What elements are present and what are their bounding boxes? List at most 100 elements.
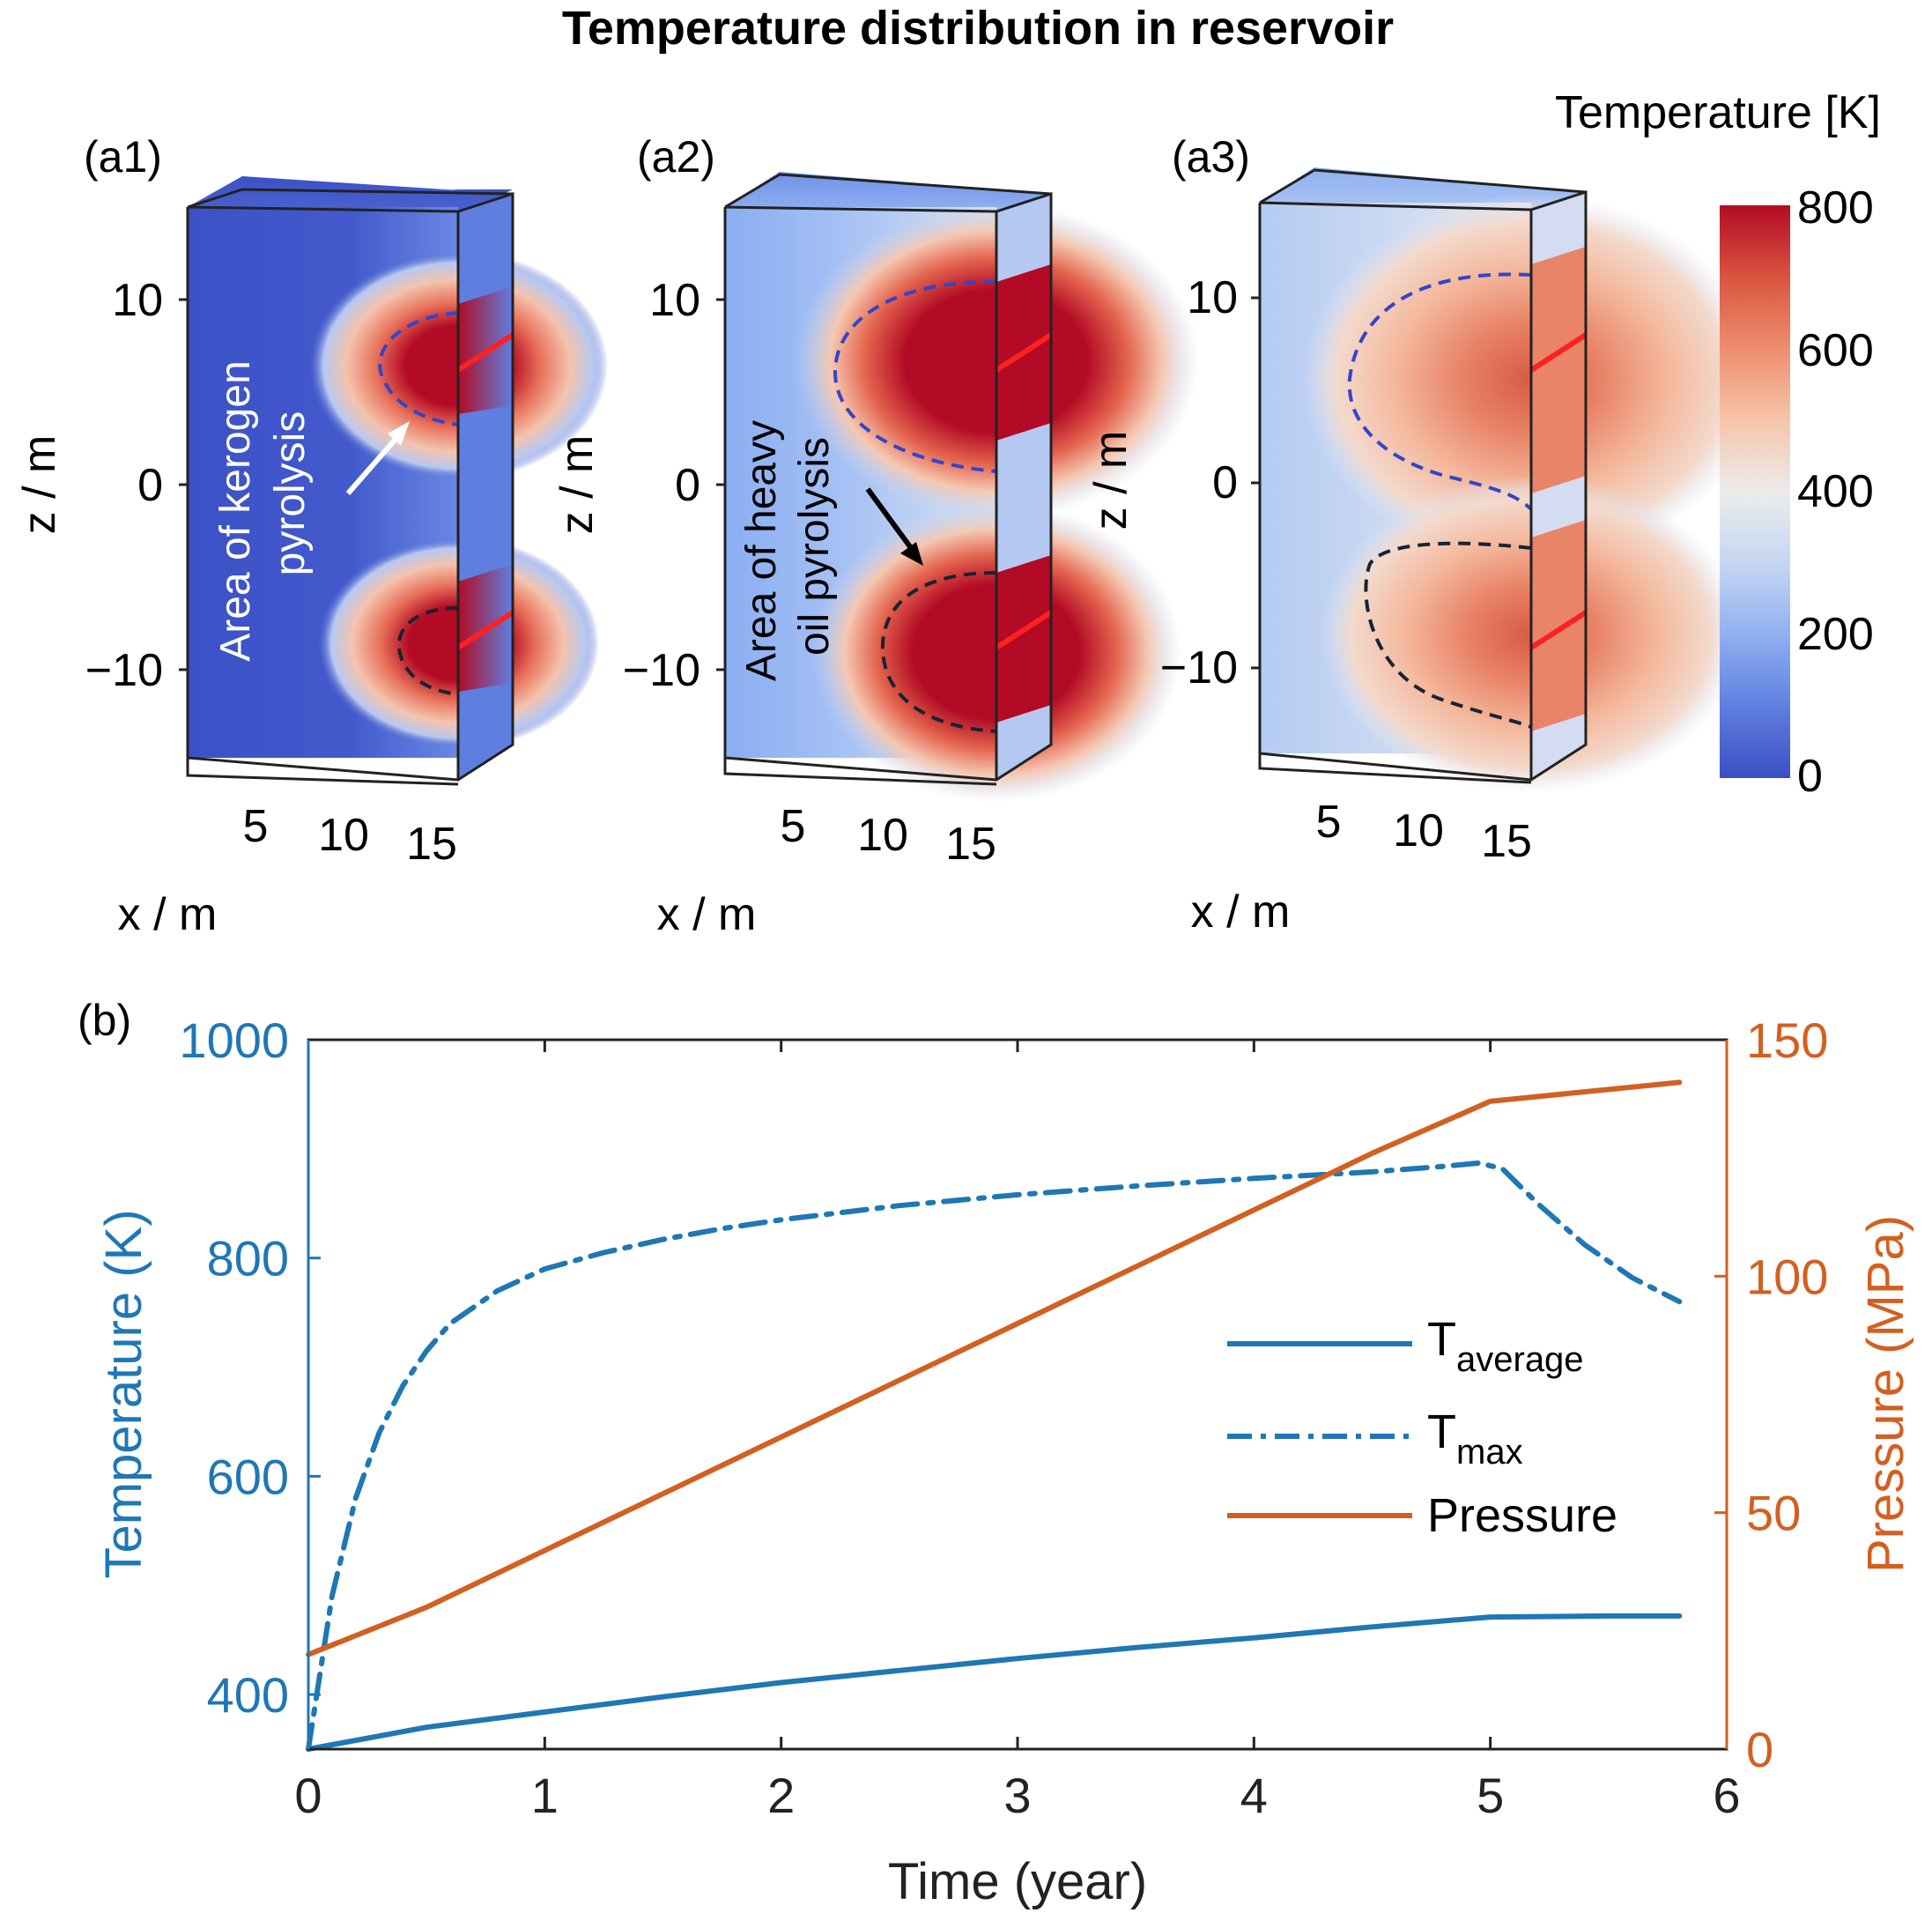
heater-well-upper: [1529, 332, 1588, 373]
colorbar-tick-label: 400: [1797, 466, 1874, 517]
left-tick-label: 600: [207, 1449, 289, 1504]
box-edges: [724, 173, 1052, 209]
heater-well-lower: [995, 610, 1053, 650]
x-tick-label: 5: [1316, 797, 1342, 848]
arrow-icon: [900, 542, 923, 566]
heater-well-lower: [456, 610, 514, 650]
x-tick-label: 0: [294, 1768, 322, 1823]
x-tick-label: 10: [857, 810, 908, 861]
chart-series-layer: [306, 1079, 1683, 1752]
right-axis-label: Pressure (MPa): [1857, 1215, 1914, 1573]
series-line-pressure: [306, 1079, 1683, 1657]
z-tick-label: −10: [1160, 642, 1238, 693]
z-tick-label: 10: [649, 275, 700, 326]
left-tick-label: 1000: [179, 1012, 289, 1068]
z-axis-label: z / m: [1085, 431, 1136, 530]
contour-upper: [1347, 272, 1533, 511]
legend-main: T: [1427, 1405, 1456, 1458]
z-tick-label: 10: [112, 275, 163, 326]
panel-a3: (a3) 10 0 −10 5 10 15 z / m x / m: [1085, 132, 1760, 938]
contour-lower: [396, 606, 459, 696]
box-edges: [1259, 168, 1587, 204]
heater-well-lower: [1529, 610, 1588, 650]
x-tick-label: 15: [945, 819, 996, 870]
box-top-face: [725, 172, 1051, 211]
x-tick-label: 6: [1713, 1768, 1740, 1823]
legend-label-t-max: Tmax: [1427, 1405, 1523, 1472]
colorbar-title: Temperature [K]: [1555, 87, 1881, 138]
x-tick-label: 3: [1003, 1768, 1031, 1823]
heater-well-upper: [456, 332, 514, 373]
panel-label-a2: (a2): [637, 132, 715, 182]
colorbar-tick-label: 0: [1797, 751, 1823, 802]
z-axis-label: z / m: [551, 435, 603, 535]
chart-gridlayer: 0 1 2 3 4 5 6 400 600 800 1000 0 50 100 150: [179, 1012, 1828, 1823]
arrow-icon: [345, 428, 406, 495]
arrow-icon: [388, 421, 410, 446]
left-tick-label: 400: [207, 1667, 289, 1723]
series-line-t-average: [306, 1613, 1683, 1752]
z-tick-label: −10: [623, 645, 700, 696]
box-edges: [723, 758, 997, 786]
arrow-icon: [865, 487, 919, 557]
contour-upper: [833, 279, 997, 473]
plot-frame: [307, 1038, 1728, 1751]
contour-upper: [378, 311, 459, 426]
right-tick-label: 0: [1746, 1722, 1773, 1777]
side-heat-lower: [1531, 520, 1586, 731]
annotation-line1: Area of heavy: [738, 420, 785, 681]
legend-label-t-average: Taverage: [1427, 1313, 1584, 1379]
z-axis-label: z / m: [14, 435, 65, 535]
x-tick-label: 2: [767, 1768, 795, 1823]
right-tick-label: 50: [1746, 1486, 1801, 1541]
legend-main: T: [1427, 1313, 1456, 1366]
panel-a2: (a2) 10 0 −10 5 10 15 z / m x / m Area o…: [551, 132, 1199, 940]
x-tick-label: 15: [406, 819, 457, 870]
box-edges: [1258, 753, 1532, 784]
figure-title: Temperature distribution in reservoir: [562, 2, 1394, 55]
colorbar-gradient-bar: [1720, 205, 1790, 778]
series-line-t-max: [306, 1160, 1683, 1752]
legend: Taverage Tmax Pressure: [1227, 1313, 1617, 1542]
legend-sub: max: [1456, 1433, 1523, 1472]
panel-b: (b) 0 1 2 3 4 5 6 400 600 800 1000 0 50 100 150 Time (…: [78, 996, 1914, 1910]
colorbar: Temperature [K] 800 600 400 200 0: [1555, 87, 1881, 802]
z-tick-label: −10: [85, 645, 163, 696]
x-tick-label: 10: [318, 810, 369, 861]
left-tick-label: 800: [207, 1231, 289, 1286]
x-tick-label: 5: [243, 801, 269, 852]
x-axis-label: x / m: [118, 889, 218, 940]
colorbar-tick-label: 800: [1797, 182, 1874, 234]
right-tick-label: 100: [1746, 1249, 1828, 1304]
x-tick-label: 1: [531, 1768, 559, 1823]
heater-well-upper: [995, 332, 1053, 373]
right-tick-label: 150: [1746, 1012, 1828, 1068]
x-tick-label: 15: [1481, 816, 1532, 867]
x-axis-label: Time (year): [888, 1853, 1147, 1910]
colorbar-tick-label: 600: [1797, 325, 1874, 376]
panel-label-b: (b): [78, 996, 131, 1045]
left-axis-label: Temperature (K): [95, 1209, 152, 1578]
x-tick-label: 5: [781, 801, 806, 852]
z-tick-label: 0: [675, 460, 700, 511]
box-edges: [187, 188, 514, 209]
box-top-face: [188, 176, 513, 211]
x-axis-label: x / m: [657, 889, 757, 940]
legend-sub: average: [1456, 1340, 1584, 1379]
legend-label-pressure: Pressure: [1427, 1489, 1617, 1542]
side-heat-lower: [996, 555, 1051, 723]
panel-label-a1: (a1): [84, 132, 162, 182]
x-tick-label: 5: [1477, 1768, 1504, 1823]
contour-lower: [880, 571, 997, 733]
x-tick-label: 10: [1393, 805, 1444, 856]
x-axis-label: x / m: [1191, 886, 1291, 938]
x-tick-label: 4: [1240, 1768, 1268, 1823]
annotation-line1: Area of kerogen: [212, 360, 259, 662]
annotation-line2: oil pyrolysis: [791, 437, 838, 656]
panel-a1: (a1) 10 0 −10 5 10 15 z / m x / m: [14, 132, 608, 940]
z-tick-label: 10: [1187, 272, 1238, 323]
box-edges: [186, 758, 459, 786]
colorbar-tick-label: 200: [1797, 609, 1874, 660]
side-heat-upper: [1531, 247, 1586, 493]
